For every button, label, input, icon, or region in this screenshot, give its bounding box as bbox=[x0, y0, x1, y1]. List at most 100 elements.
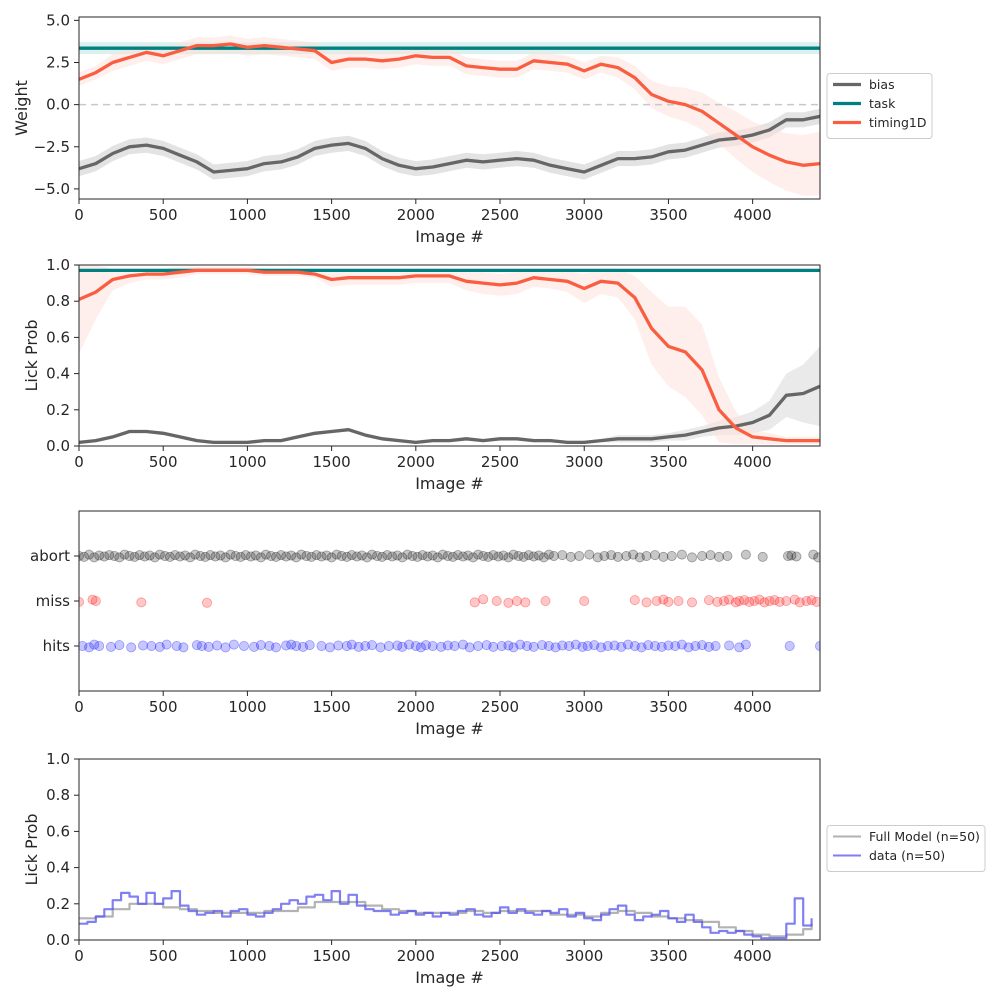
point-hits bbox=[255, 640, 266, 651]
point-hits bbox=[270, 642, 281, 653]
point-hits bbox=[543, 641, 554, 652]
point-hits bbox=[656, 641, 667, 652]
x-tick-label: 4000 bbox=[734, 698, 772, 716]
legend-label: timing1D bbox=[869, 115, 926, 130]
x-tick-label: 3500 bbox=[649, 947, 687, 965]
point-hits bbox=[360, 641, 371, 652]
point-abort bbox=[361, 552, 372, 563]
point-hits bbox=[375, 642, 386, 653]
point-abort bbox=[599, 551, 610, 562]
point-hits bbox=[496, 641, 507, 652]
point-abort bbox=[437, 549, 448, 560]
point-hits bbox=[683, 642, 694, 653]
point-abort bbox=[407, 551, 418, 562]
point-hits bbox=[353, 641, 364, 652]
point-miss bbox=[651, 596, 662, 607]
point-hits bbox=[582, 641, 593, 652]
point-hits bbox=[238, 641, 249, 652]
point-miss bbox=[540, 596, 551, 607]
point-hits bbox=[570, 639, 581, 650]
point-abort bbox=[452, 550, 463, 561]
point-abort bbox=[697, 551, 708, 562]
series-line-bias bbox=[79, 114, 820, 174]
point-abort bbox=[574, 551, 585, 562]
point-abort bbox=[382, 550, 393, 561]
point-abort bbox=[245, 551, 256, 562]
point-hits bbox=[397, 641, 408, 652]
point-abort bbox=[331, 549, 342, 560]
point-hits bbox=[670, 641, 681, 652]
point-abort bbox=[240, 550, 251, 561]
panel-3: 0 500 1000 1500 2000 2500 3000 3500 4000 Image # h… bbox=[30, 510, 821, 738]
point-hits bbox=[457, 639, 468, 650]
point-abort bbox=[528, 551, 539, 562]
point-abort bbox=[164, 551, 175, 562]
plot-area-1 bbox=[79, 35, 820, 196]
point-miss bbox=[811, 596, 820, 607]
y-axis-label: Weight bbox=[12, 80, 31, 136]
point-miss bbox=[663, 596, 674, 607]
x-tick-label: 3500 bbox=[649, 698, 687, 716]
x-tick-label: 0 bbox=[74, 206, 84, 224]
point-hits bbox=[281, 640, 292, 651]
point-hits bbox=[316, 641, 327, 652]
point-abort bbox=[205, 550, 216, 561]
point-abort bbox=[316, 551, 327, 562]
point-hits bbox=[392, 640, 403, 651]
point-abort bbox=[447, 551, 458, 562]
plot-area-4 bbox=[79, 890, 813, 940]
point-hits bbox=[341, 641, 352, 652]
x-tick-label: 1500 bbox=[313, 206, 351, 224]
point-abort bbox=[84, 549, 95, 560]
x-tick-label: 1000 bbox=[228, 698, 266, 716]
point-abort bbox=[457, 551, 468, 562]
band-timing1d bbox=[79, 265, 820, 445]
x-tick-label: 500 bbox=[149, 206, 178, 224]
point-miss bbox=[774, 596, 785, 607]
x-tick-label: 2000 bbox=[397, 698, 435, 716]
y-tick-label: 0.8 bbox=[46, 786, 70, 804]
point-abort bbox=[557, 550, 568, 561]
point-hits bbox=[663, 640, 674, 651]
point-abort bbox=[478, 551, 489, 562]
point-hits bbox=[126, 642, 137, 653]
point-abort bbox=[417, 550, 428, 561]
point-abort bbox=[503, 552, 514, 563]
point-hits bbox=[291, 641, 302, 652]
point-hits bbox=[196, 641, 207, 652]
point-abort bbox=[468, 552, 479, 563]
plot-area-2 bbox=[79, 265, 820, 445]
point-abort bbox=[336, 551, 347, 562]
point-miss bbox=[703, 595, 714, 606]
y-tick-label: 0.6 bbox=[46, 328, 70, 346]
point-abort bbox=[114, 552, 125, 563]
point-abort bbox=[412, 551, 423, 562]
point-abort bbox=[442, 551, 453, 562]
point-hits bbox=[623, 639, 634, 650]
point-miss bbox=[789, 594, 800, 605]
point-hits bbox=[324, 642, 335, 653]
point-abort bbox=[427, 550, 438, 561]
point-miss bbox=[658, 594, 669, 605]
point-abort bbox=[612, 551, 623, 562]
point-hits bbox=[589, 640, 600, 651]
point-abort bbox=[291, 552, 302, 563]
point-miss bbox=[673, 596, 684, 607]
y-tick-label: 0.2 bbox=[46, 401, 70, 419]
point-abort bbox=[89, 552, 100, 563]
point-hits bbox=[427, 641, 438, 652]
point-abort bbox=[124, 551, 135, 562]
point-abort bbox=[584, 549, 595, 560]
y-tick-label: 0.0 bbox=[46, 96, 70, 114]
point-hits bbox=[629, 641, 640, 652]
point-abort bbox=[791, 551, 802, 562]
point-abort bbox=[144, 550, 155, 561]
x-tick-label: 3000 bbox=[565, 698, 603, 716]
x-tick-label: 3000 bbox=[565, 947, 603, 965]
y-tick-label: 1.0 bbox=[46, 750, 70, 768]
point-abort bbox=[129, 551, 140, 562]
point-miss bbox=[687, 597, 698, 608]
point-abort bbox=[392, 550, 403, 561]
point-miss bbox=[641, 597, 652, 608]
